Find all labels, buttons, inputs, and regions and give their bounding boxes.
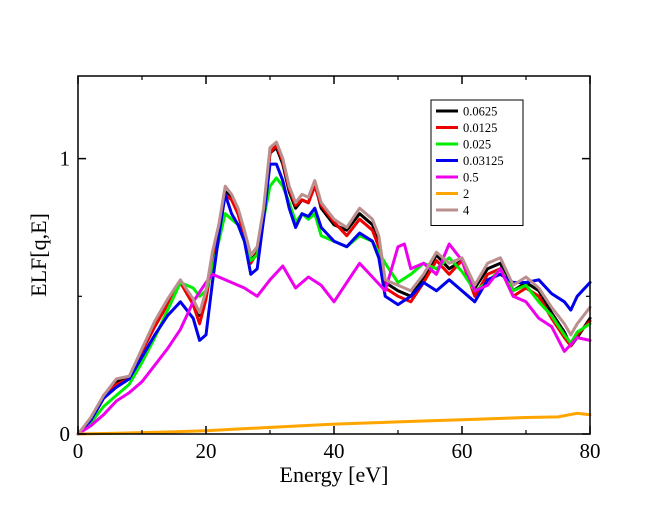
legend-entry-label: 0.5 <box>463 171 479 185</box>
legend-entry-label: 0.03125 <box>463 154 504 168</box>
y-tick-label: 0 <box>60 422 71 446</box>
series-layer <box>76 140 592 436</box>
series-line-5 <box>76 411 592 436</box>
legend-entry-label: 4 <box>463 204 470 218</box>
series-line-1 <box>76 143 592 436</box>
legend-entry-label: 0.0125 <box>463 121 497 135</box>
x-tick-label: 80 <box>580 439 601 463</box>
y-tick-label: 1 <box>60 147 71 171</box>
ticks-layer: 0 20 40 60 80 0 1 <box>60 76 601 463</box>
series-line-4 <box>76 242 592 436</box>
legend-box <box>430 99 524 226</box>
x-tick-label: 20 <box>196 439 217 463</box>
x-tick-label: 40 <box>324 439 345 463</box>
legend: 0.0625 0.0125 0.025 0.03125 0.5 2 4 <box>430 99 524 226</box>
legend-entry-label: 2 <box>463 187 469 201</box>
legend-entry-label: 0.0625 <box>463 105 497 119</box>
y-axis-label: ELF[q,E] <box>26 213 51 297</box>
x-tick-label: 60 <box>452 439 473 463</box>
legend-entry-label: 0.025 <box>463 138 491 152</box>
series-line-6 <box>76 140 592 436</box>
x-tick-label: 0 <box>73 439 84 463</box>
x-axis-label: Energy [eV] <box>280 462 389 487</box>
